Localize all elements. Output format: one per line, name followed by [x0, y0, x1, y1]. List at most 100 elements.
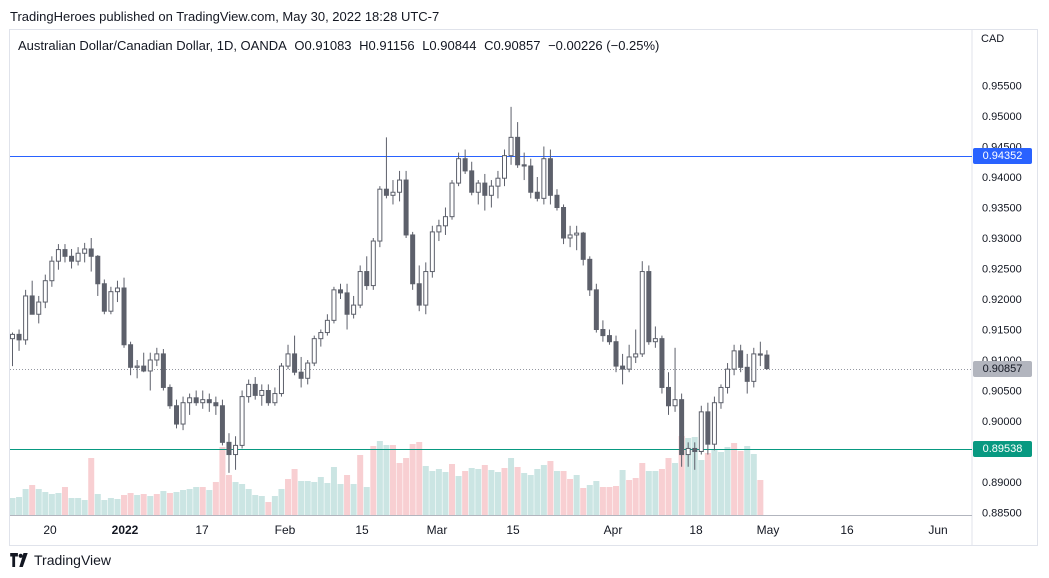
time-axis[interactable]: 20 2022 17 Feb 15 Mar 15 Apr 18 May 16 Jun: [43, 523, 947, 537]
volume-bar: [409, 444, 416, 515]
x-tick-label: 2022: [112, 523, 139, 537]
candle-body-down: [193, 397, 199, 404]
candle-body-up: [200, 399, 206, 404]
candle-body-down: [482, 182, 488, 196]
y-tick-label: 0.95500: [982, 81, 1022, 93]
candle-body-down: [469, 170, 475, 193]
publisher-line: TradingHeroes published on TradingView.c…: [10, 9, 440, 24]
volume-bar: [265, 502, 272, 515]
volume-bar: [225, 475, 232, 515]
volume-bar: [567, 479, 574, 515]
candle-body-up: [82, 248, 88, 254]
candle-body-up: [285, 353, 291, 367]
candle-body-down: [416, 283, 422, 306]
volume-bar: [219, 447, 226, 515]
candle-body-down: [403, 179, 409, 236]
volume-bar: [685, 438, 692, 515]
volume-bar: [540, 465, 547, 515]
volume-bar: [94, 494, 101, 515]
candle-body-up: [502, 155, 507, 179]
candle-body-down: [528, 165, 534, 193]
volume-bar: [462, 471, 469, 515]
support-price-tag: 0.89538: [973, 441, 1032, 458]
candle-body-down: [666, 386, 671, 407]
candle-body-down: [593, 289, 599, 331]
candle-body-down: [128, 344, 134, 368]
candle-body-down: [587, 258, 593, 291]
candle-body-down: [101, 283, 107, 312]
candle-body-down: [410, 234, 416, 285]
symbol-name[interactable]: Australian Dollar/Canadian Dollar, 1D, O…: [18, 38, 287, 53]
candle-body-up: [685, 447, 691, 456]
volume-bar: [632, 478, 639, 515]
symbol-header: Australian Dollar/Canadian Dollar, 1D, O…: [18, 38, 663, 53]
tradingview-branding[interactable]: TradingView: [10, 552, 111, 568]
x-tick-label: 15: [506, 523, 520, 537]
candle-body-down: [252, 383, 258, 396]
candle-body-up: [187, 397, 193, 404]
volume-bar: [140, 494, 147, 515]
volume-bar: [68, 498, 75, 515]
candle-body-up: [574, 232, 580, 236]
y-tick-label: 0.94000: [982, 172, 1022, 184]
candle-body-up: [725, 368, 731, 388]
x-tick-label: Jun: [928, 523, 947, 537]
candle-body-up: [495, 177, 501, 187]
candle-body-up: [751, 353, 757, 382]
candle-body-up: [49, 260, 55, 282]
y-tick-label: 0.91500: [982, 325, 1022, 337]
candle-body-down: [646, 271, 652, 343]
volume-bar: [212, 482, 219, 515]
candle-body-up: [259, 390, 265, 396]
price-chart[interactable]: 0.955000.950000.945000.940000.935000.930…: [10, 30, 1038, 546]
volume-bar: [586, 485, 593, 515]
candle-body-up: [731, 350, 737, 370]
volume-bar: [173, 492, 180, 515]
candle-body-up: [698, 411, 704, 453]
volume-bar: [42, 492, 49, 515]
volume-bar: [639, 463, 646, 515]
candle-body-up: [233, 444, 239, 456]
x-tick-label: 17: [195, 523, 209, 537]
candle-body-up: [652, 338, 658, 343]
volume-bar: [48, 494, 55, 515]
candle-body-up: [154, 353, 160, 361]
volume-bar: [731, 443, 738, 515]
candle-body-down: [383, 188, 389, 196]
x-tick-label: May: [757, 523, 780, 537]
volume-bar: [291, 469, 298, 515]
candle-body-down: [744, 366, 750, 382]
candle-body-up: [449, 182, 455, 218]
candle-body-down: [167, 386, 173, 407]
volume-bar: [455, 476, 462, 515]
candle-body-down: [620, 365, 626, 370]
volume-bar: [619, 470, 626, 515]
candle-body-up: [311, 338, 317, 364]
volume-bar: [245, 489, 252, 515]
volume-bar: [691, 437, 698, 515]
x-tick-label: Apr: [604, 523, 623, 537]
candle-body-down: [521, 164, 527, 167]
volume-bar: [750, 454, 757, 515]
volume-bar: [330, 467, 337, 515]
candle-body-up: [397, 179, 403, 193]
volume-bar: [16, 497, 23, 515]
candle-body-up: [108, 291, 114, 312]
tradingview-logo-icon: [10, 553, 28, 567]
volume-bar: [672, 463, 679, 515]
x-tick-label: 18: [689, 523, 703, 537]
volume-bar: [514, 467, 521, 515]
volume-bar: [508, 458, 515, 515]
candle-body-down: [757, 353, 763, 356]
candle-body-down: [659, 338, 665, 388]
volume-bar: [435, 469, 442, 515]
x-tick-label: 16: [840, 523, 854, 537]
volume-bar: [134, 495, 141, 515]
volume-bar: [599, 487, 606, 515]
candle-body-up: [10, 333, 15, 340]
candle-body-up: [23, 295, 29, 341]
candle-body-up: [508, 136, 514, 157]
candle-body-up: [442, 216, 448, 227]
candle-body-up: [305, 362, 311, 379]
y-tick-label: 0.89000: [982, 477, 1022, 489]
